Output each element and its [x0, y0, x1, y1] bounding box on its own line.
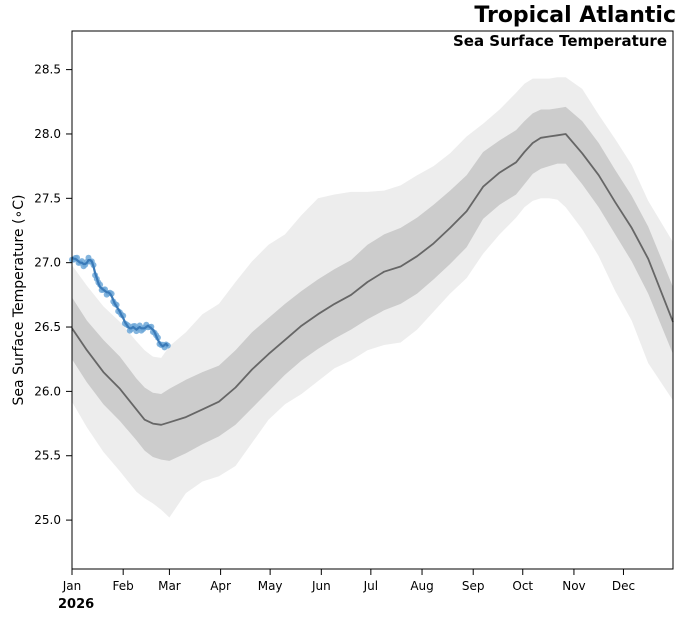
y-tick-label: 25.5	[34, 449, 61, 463]
x-tick-label: Mar	[158, 579, 181, 593]
x-tick-label: Jan	[62, 579, 82, 593]
y-tick-label: 25.0	[34, 513, 61, 527]
y-tick-label: 28.0	[34, 127, 61, 141]
year-label: 2026	[58, 597, 95, 612]
x-tick-label: Jun	[311, 579, 331, 593]
inner-range-band	[72, 106, 673, 461]
y-axis-label: Sea Surface Temperature (∘C)	[11, 194, 27, 406]
y-tick-label: 28.5	[34, 63, 61, 77]
y-axis: 25.0 25.5 26.0 26.5 27.0 27.5 28.0 28.5	[34, 63, 72, 527]
x-tick-label: Sep	[462, 579, 485, 593]
observed-layer	[69, 254, 171, 351]
x-axis: Jan Feb Mar Apr May Jun Jul Aug Sep Oct Nov Dec	[62, 569, 635, 593]
x-tick-label: Jul	[363, 579, 378, 593]
x-tick-label: May	[258, 579, 283, 593]
y-tick-label: 26.0	[34, 384, 61, 398]
y-tick-label: 27.0	[34, 256, 61, 270]
climatology-line	[71, 133, 674, 426]
observed-line	[71, 256, 169, 348]
inner-range-band-layer	[72, 106, 673, 461]
climatology-layer	[71, 133, 674, 426]
chart-title: Tropical Atlantic	[474, 3, 676, 28]
y-tick-label: 26.5	[34, 320, 61, 334]
x-tick-label: Feb	[113, 579, 134, 593]
y-tick-label: 27.5	[34, 191, 61, 205]
x-tick-label: Dec	[612, 579, 635, 593]
x-tick-label: Apr	[210, 579, 231, 593]
plot-frame	[71, 30, 674, 570]
chart-subtitle: Sea Surface Temperature	[452, 32, 667, 50]
x-tick-label: Nov	[562, 579, 585, 593]
x-tick-label: Aug	[410, 579, 433, 593]
x-tick-label: Oct	[512, 579, 533, 593]
